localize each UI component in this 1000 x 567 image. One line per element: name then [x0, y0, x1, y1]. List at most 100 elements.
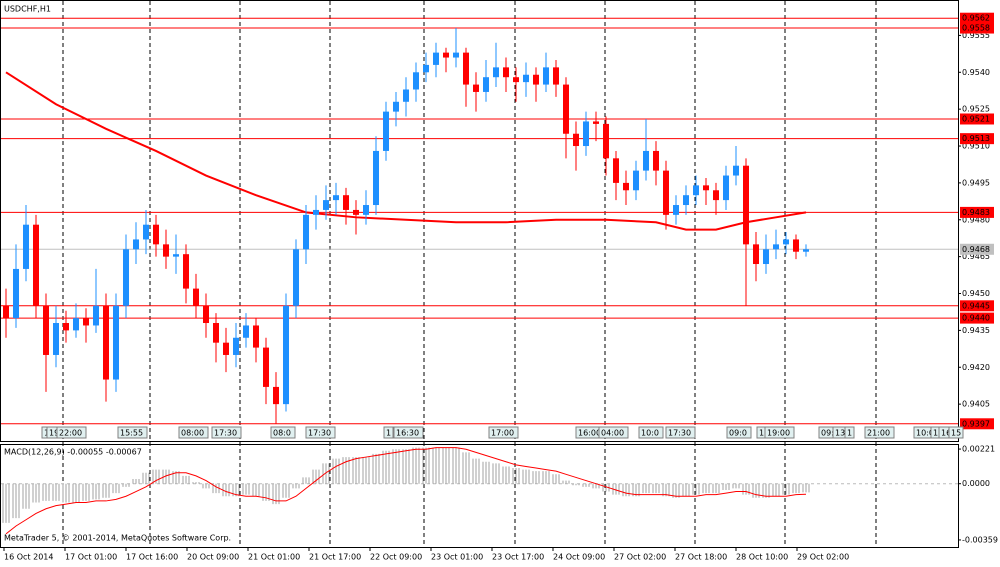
y-tick-label: 0.0000	[962, 479, 990, 488]
event-label: 09:0	[821, 429, 839, 438]
event-marker	[764, 426, 795, 439]
event-marker	[270, 426, 296, 439]
y-tick-label: 0.9525	[962, 105, 990, 114]
macd-title: MACD(12,26,9) -0.00055 -0.00067	[4, 448, 142, 457]
x-tick-label: 20 Oct 09:00	[187, 553, 239, 562]
x-tick-label: 23 Oct 01:00	[431, 553, 483, 562]
x-tick-label: 17 Oct 01:00	[65, 553, 117, 562]
candle-body	[463, 52, 469, 85]
event-marker	[383, 426, 394, 439]
event-marker	[598, 426, 629, 439]
event-label: 22:00	[59, 429, 82, 438]
candle-body	[503, 67, 509, 78]
y-tick-label: 0.9480	[962, 215, 990, 224]
level-label: 0.9397	[962, 419, 990, 428]
event-label: 1	[759, 429, 764, 438]
candle-body	[743, 165, 749, 245]
candle-body	[523, 74, 529, 83]
candle-body	[543, 67, 549, 85]
event-label: 1	[386, 429, 391, 438]
candle-body	[403, 89, 409, 102]
candle-body	[653, 150, 659, 171]
candle-body	[423, 64, 429, 73]
main-pane-frame	[0, 0, 959, 442]
x-tick-label: 16 Oct 2014	[4, 553, 53, 562]
candle-body	[193, 288, 199, 306]
candle-body	[513, 77, 519, 83]
candle-body	[533, 74, 539, 85]
candle-body	[53, 323, 59, 355]
candle-body	[393, 101, 399, 112]
candle-body	[493, 67, 499, 78]
candle-body	[263, 347, 269, 387]
x-tick-label: 24 Oct 09:00	[553, 553, 605, 562]
candle-body	[553, 67, 559, 85]
level-label: 0.9440	[962, 314, 990, 323]
candle-body	[793, 239, 799, 252]
candle-body	[683, 195, 689, 206]
candle-body	[213, 323, 219, 343]
level-label-box	[960, 22, 994, 34]
candle-body	[363, 205, 369, 215]
event-marker	[844, 426, 855, 439]
level-label-box	[960, 300, 994, 312]
vertical-grid	[62, 1, 877, 547]
event-marker	[864, 426, 895, 439]
candle-body	[673, 205, 679, 215]
candle-body	[113, 305, 119, 380]
level-label: 0.9558	[962, 24, 990, 33]
candle-body	[253, 325, 259, 348]
event-label: 15:55	[120, 429, 143, 438]
level-label-box	[960, 113, 994, 125]
event-label: 15	[951, 429, 961, 438]
candle-body	[413, 72, 419, 90]
candle-body	[723, 175, 729, 201]
candle-body	[603, 123, 609, 159]
level-label-box	[960, 418, 994, 430]
candle-body	[803, 249, 809, 252]
event-marker	[211, 426, 242, 439]
candle-body	[223, 342, 229, 355]
candle-body	[243, 325, 249, 338]
event-label: 10:0	[641, 429, 659, 438]
level-label: 0.9521	[962, 114, 990, 123]
event-label: 16:00	[578, 429, 601, 438]
event-label: 17:30	[214, 429, 237, 438]
candle-body	[313, 209, 319, 215]
event-label: 13	[835, 429, 845, 438]
candle-body	[123, 249, 129, 306]
candle-body	[433, 52, 439, 65]
x-tick-label: 17 Oct 16:00	[126, 553, 178, 562]
candle-body	[293, 249, 299, 306]
y-tick-label: 0.9510	[962, 142, 990, 151]
x-tick-label: 21 Oct 17:00	[309, 553, 361, 562]
event-label: 10:0	[916, 429, 934, 438]
candle-body	[563, 84, 569, 134]
level-label: 0.9562	[962, 14, 990, 23]
candle-body	[133, 239, 139, 250]
level-label: 0.9513	[962, 134, 990, 143]
y-tick-label: -0.00359	[962, 535, 998, 544]
candle-body	[333, 195, 339, 201]
candle-body	[203, 305, 209, 324]
candle-body	[283, 305, 289, 405]
event-label: 19:00	[767, 429, 790, 438]
candle-body	[173, 254, 179, 257]
event-label: 1	[847, 429, 852, 438]
y-tick-label: 0.00221	[962, 445, 995, 454]
moving-average	[5, 71, 807, 231]
candle-body	[623, 182, 629, 191]
candle-body	[583, 121, 589, 147]
x-tick-label: 27 Oct 18:00	[675, 553, 727, 562]
candle-body	[443, 52, 449, 58]
candle-body	[103, 305, 109, 380]
candle-body	[233, 337, 239, 355]
candle-body	[703, 185, 709, 191]
x-tick-label: 28 Oct 10:00	[736, 553, 788, 562]
candle-body	[13, 268, 19, 319]
candle-body	[153, 224, 159, 245]
candle-body	[373, 150, 379, 206]
candle-body	[763, 249, 769, 265]
y-tick-label: 0.9450	[962, 289, 990, 298]
